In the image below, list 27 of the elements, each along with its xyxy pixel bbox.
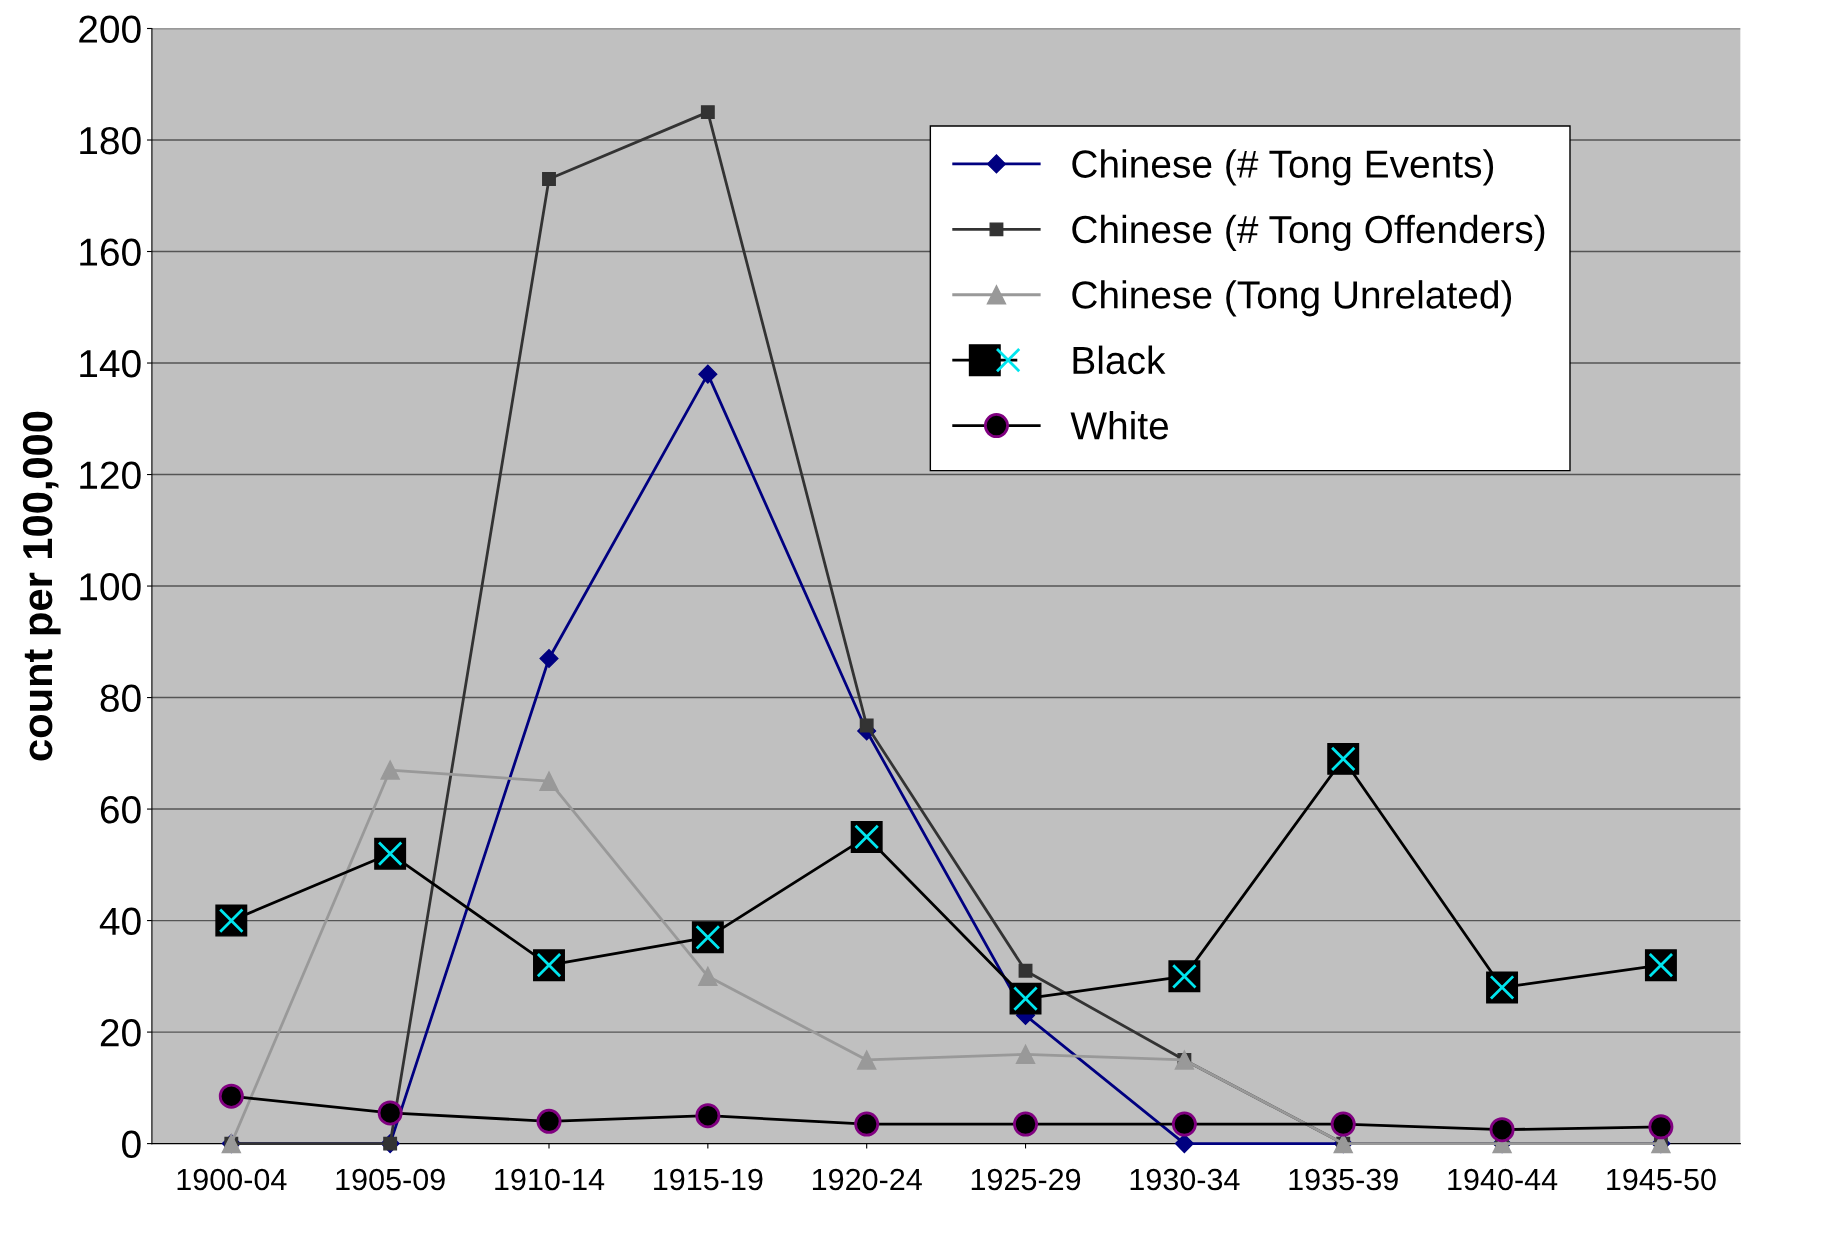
y-tick-label: 120 [80,461,141,490]
y-tick-label: 80 [100,684,141,713]
legend-label: Black [1073,345,1166,375]
y-tick-label: 0 [122,1130,141,1159]
legend-label: Chinese (Tong Unrelated) [1072,280,1512,317]
y-tick-label: 40 [99,907,141,936]
y-tick-label: 100 [80,572,141,601]
y-tick-label: 200 [79,15,141,43]
x-tick-label: 1915-19 [654,1168,763,1191]
legend-label: White [1070,411,1169,440]
y-tick-label: 140 [80,349,141,378]
y-tick-label: 20 [100,1019,141,1047]
x-tick-label: 1920-24 [812,1168,922,1191]
x-tick-label: 1905-09 [336,1168,445,1191]
x-tick-label: 1935-39 [1289,1168,1398,1191]
x-tick-label: 1930-34 [1130,1168,1240,1191]
x-tick-label: 1945-50 [1607,1168,1716,1191]
y-tick-label: 160 [80,238,141,266]
x-tick-label: 1925-29 [971,1168,1081,1191]
y-tick-label: 180 [80,126,141,155]
legend-label: Chinese (# Tong Events) [1072,149,1494,186]
x-tick-label: 1900-04 [177,1168,287,1191]
y-axis-title: count per 100,000 [22,411,61,761]
x-tick-label: 1910-14 [495,1168,605,1191]
legend-label: Chinese (# Tong Offenders) [1072,214,1545,251]
x-tick-label: 1940-44 [1448,1168,1558,1191]
y-tick-label: 60 [100,796,141,824]
